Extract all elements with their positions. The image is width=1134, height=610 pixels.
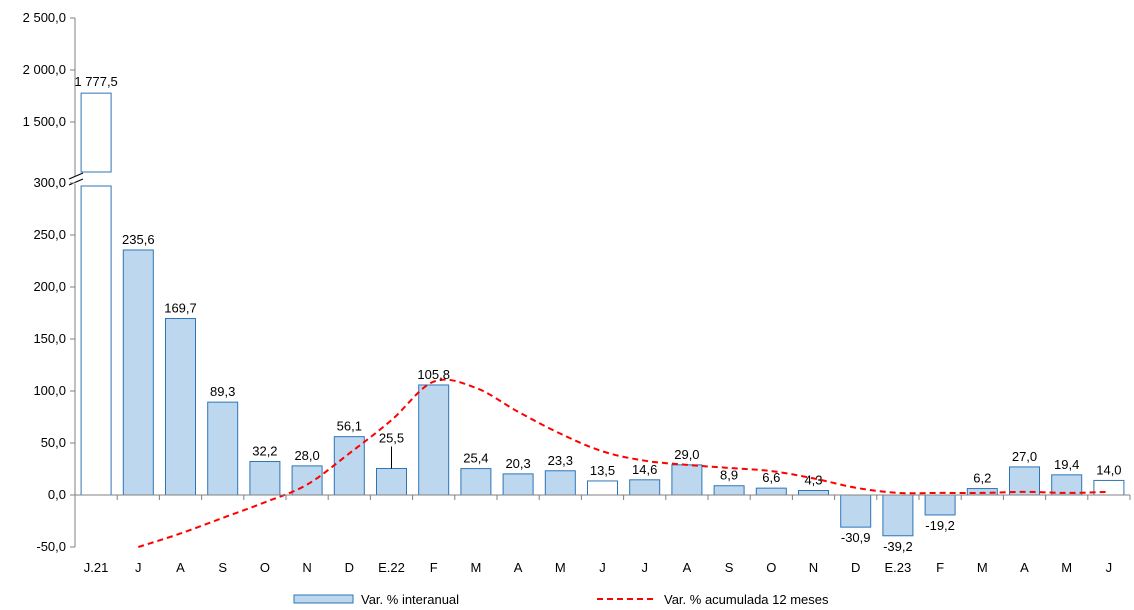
data-label: 13,5 bbox=[590, 463, 615, 478]
bar bbox=[544, 470, 576, 496]
y-tick-label: -50,0 bbox=[36, 539, 66, 554]
data-label: 14,0 bbox=[1096, 462, 1121, 477]
bar bbox=[502, 473, 534, 496]
x-tick-label: A bbox=[1020, 560, 1029, 575]
bar bbox=[713, 485, 745, 496]
bar bbox=[418, 384, 450, 496]
x-tick-label: O bbox=[260, 560, 270, 575]
x-tick-label: S bbox=[218, 560, 227, 575]
data-label: -39,2 bbox=[883, 539, 913, 554]
data-label: 32,2 bbox=[252, 444, 277, 459]
data-label: 169,7 bbox=[164, 301, 197, 316]
data-label: 4,3 bbox=[804, 473, 822, 488]
axis-break-mark bbox=[68, 172, 84, 180]
x-tick-label: M bbox=[1061, 560, 1072, 575]
x-tick-label: N bbox=[809, 560, 818, 575]
data-labels: 1 777,5 235,6 169,7 89,3 32,2 28,0 56,1 25,5 105… bbox=[74, 74, 1121, 554]
x-tick-label: J bbox=[599, 560, 606, 575]
data-label: -19,2 bbox=[925, 518, 955, 533]
y-tick-label: 50,0 bbox=[41, 435, 66, 450]
data-label: 105,8 bbox=[417, 367, 450, 382]
bar bbox=[291, 465, 323, 496]
bar bbox=[80, 92, 112, 173]
x-tick-label: D bbox=[345, 560, 354, 575]
bar bbox=[1093, 479, 1125, 496]
data-label: 6,2 bbox=[973, 471, 991, 486]
data-label: 25,5 bbox=[379, 430, 404, 445]
legend-swatch-bar bbox=[293, 594, 354, 604]
y-tick-label: 300,0 bbox=[33, 175, 66, 190]
axis-break-mark bbox=[68, 178, 84, 186]
x-tick-label: A bbox=[176, 560, 185, 575]
y-tick-label: 2 500,0 bbox=[23, 10, 66, 25]
bar bbox=[1009, 466, 1040, 496]
cumulative-line bbox=[137, 378, 1109, 548]
x-tick-label: A bbox=[683, 560, 692, 575]
data-label: 89,3 bbox=[210, 384, 235, 399]
y-tick-label: 200,0 bbox=[33, 279, 66, 294]
bar-lower-segment bbox=[80, 185, 112, 496]
data-label: -30,9 bbox=[841, 530, 871, 545]
x-tick-label: E.22 bbox=[378, 560, 405, 575]
bar bbox=[798, 490, 829, 496]
data-label: 1 777,5 bbox=[74, 74, 117, 89]
x-tick-label: S bbox=[725, 560, 734, 575]
x-tick-label: A bbox=[514, 560, 523, 575]
x-tick-label: F bbox=[936, 560, 944, 575]
bar bbox=[882, 494, 914, 537]
x-tick-label: O bbox=[766, 560, 776, 575]
bar bbox=[1051, 474, 1083, 496]
data-label: 19,4 bbox=[1054, 457, 1079, 472]
x-tick-label: J bbox=[135, 560, 142, 575]
y-tick-label: 0,0 bbox=[48, 487, 66, 502]
bar bbox=[587, 480, 618, 496]
bar bbox=[755, 487, 787, 496]
y-tick-label: 250,0 bbox=[33, 227, 66, 242]
cumulative-line-path bbox=[137, 378, 1109, 548]
y-tick-label: 1 500,0 bbox=[23, 114, 66, 129]
bar bbox=[376, 467, 407, 496]
x-tick-label: E.23 bbox=[885, 560, 912, 575]
data-label: 23,3 bbox=[548, 453, 573, 468]
y-tick-label: 2 000,0 bbox=[23, 62, 66, 77]
y-tick-label: 100,0 bbox=[33, 383, 66, 398]
bar bbox=[249, 461, 281, 496]
legend-label-line: Var. % acumulada 12 meses bbox=[664, 592, 829, 607]
bars bbox=[80, 92, 1125, 537]
y-tick-label: 150,0 bbox=[33, 331, 66, 346]
data-label: 235,6 bbox=[122, 232, 155, 247]
x-tick-label: D bbox=[851, 560, 860, 575]
legend: Var. % interanual Var. % acumulada 12 me… bbox=[293, 592, 829, 607]
data-label: 6,6 bbox=[762, 470, 780, 485]
bar bbox=[924, 494, 956, 516]
bar bbox=[840, 494, 872, 528]
bar-break-gap bbox=[80, 173, 113, 185]
x-tick-label: M bbox=[470, 560, 481, 575]
x-tick-label: N bbox=[302, 560, 311, 575]
x-tick-label: M bbox=[977, 560, 988, 575]
axes: -50,0 0,0 50,0 100,0 150,0 200,0 250,0 300,0 1 5… bbox=[23, 10, 1131, 575]
data-label: 20,3 bbox=[505, 456, 530, 471]
bar bbox=[629, 479, 661, 496]
data-label: 14,6 bbox=[632, 462, 657, 477]
x-tick-label: J bbox=[1106, 560, 1113, 575]
data-label: 29,0 bbox=[674, 447, 699, 462]
bar bbox=[165, 318, 196, 496]
x-tick-label: F bbox=[430, 560, 438, 575]
data-label: 28,0 bbox=[294, 448, 319, 463]
x-tick-label: M bbox=[555, 560, 566, 575]
data-label: 27,0 bbox=[1012, 449, 1037, 464]
data-label: 8,9 bbox=[720, 468, 738, 483]
legend-label-bar: Var. % interanual bbox=[361, 592, 459, 607]
bar bbox=[207, 401, 239, 496]
x-tick-label: J bbox=[641, 560, 648, 575]
data-label: 56,1 bbox=[337, 419, 362, 434]
bar bbox=[460, 468, 492, 496]
x-tick-label: J.21 bbox=[84, 560, 109, 575]
data-label: 25,4 bbox=[463, 451, 488, 466]
bar bbox=[122, 249, 154, 496]
bar bbox=[671, 464, 703, 496]
